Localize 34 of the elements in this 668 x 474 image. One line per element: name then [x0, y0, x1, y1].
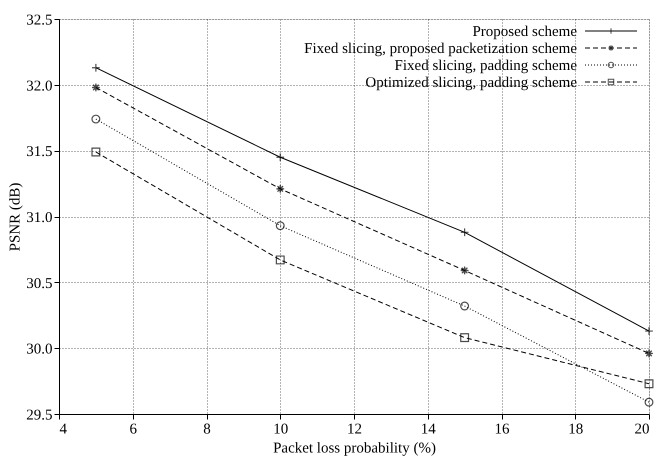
point — [460, 333, 470, 342]
legend-label: Fixed slicing, proposed packetization scheme — [304, 41, 578, 57]
point — [276, 255, 285, 264]
point — [91, 114, 100, 124]
legend-label: Proposed scheme — [472, 24, 578, 40]
y-tick-label: 29.5 — [26, 408, 52, 424]
x-tick-label: 14 — [420, 422, 436, 438]
point — [644, 379, 654, 388]
point — [460, 302, 470, 310]
y-tick-label: 32.5 — [26, 12, 52, 28]
x-tick-label: 4 — [60, 422, 68, 438]
y-tick-label: 30.5 — [26, 276, 52, 292]
x-tick-label: 18 — [568, 422, 584, 438]
y-axis-title: PSNR (dB) — [7, 182, 24, 252]
y-tick-label: 31.0 — [26, 210, 52, 226]
x-tick-label: 6 — [130, 422, 138, 438]
x-axis-title: Packet loss probability (%) — [273, 440, 436, 456]
y-tick-label: 30.0 — [26, 342, 52, 358]
point — [276, 184, 285, 194]
point — [644, 398, 654, 407]
point — [91, 148, 100, 156]
point — [644, 348, 654, 358]
point — [460, 266, 470, 275]
x-tick-label: 16 — [494, 422, 510, 438]
legend-label: Optimized slicing, padding scheme — [365, 75, 578, 91]
x-tick-label: 20 — [634, 422, 650, 438]
y-tick-label: 31.5 — [26, 144, 52, 160]
x-tick-label: 12 — [347, 422, 362, 438]
x-tick-label: 10 — [273, 422, 288, 438]
legend-label: Fixed slicing, padding scheme — [394, 58, 578, 74]
y-tick-label: 32.0 — [26, 78, 52, 94]
x-tick-label: 8 — [203, 422, 211, 438]
point — [276, 221, 285, 230]
point — [91, 82, 100, 92]
